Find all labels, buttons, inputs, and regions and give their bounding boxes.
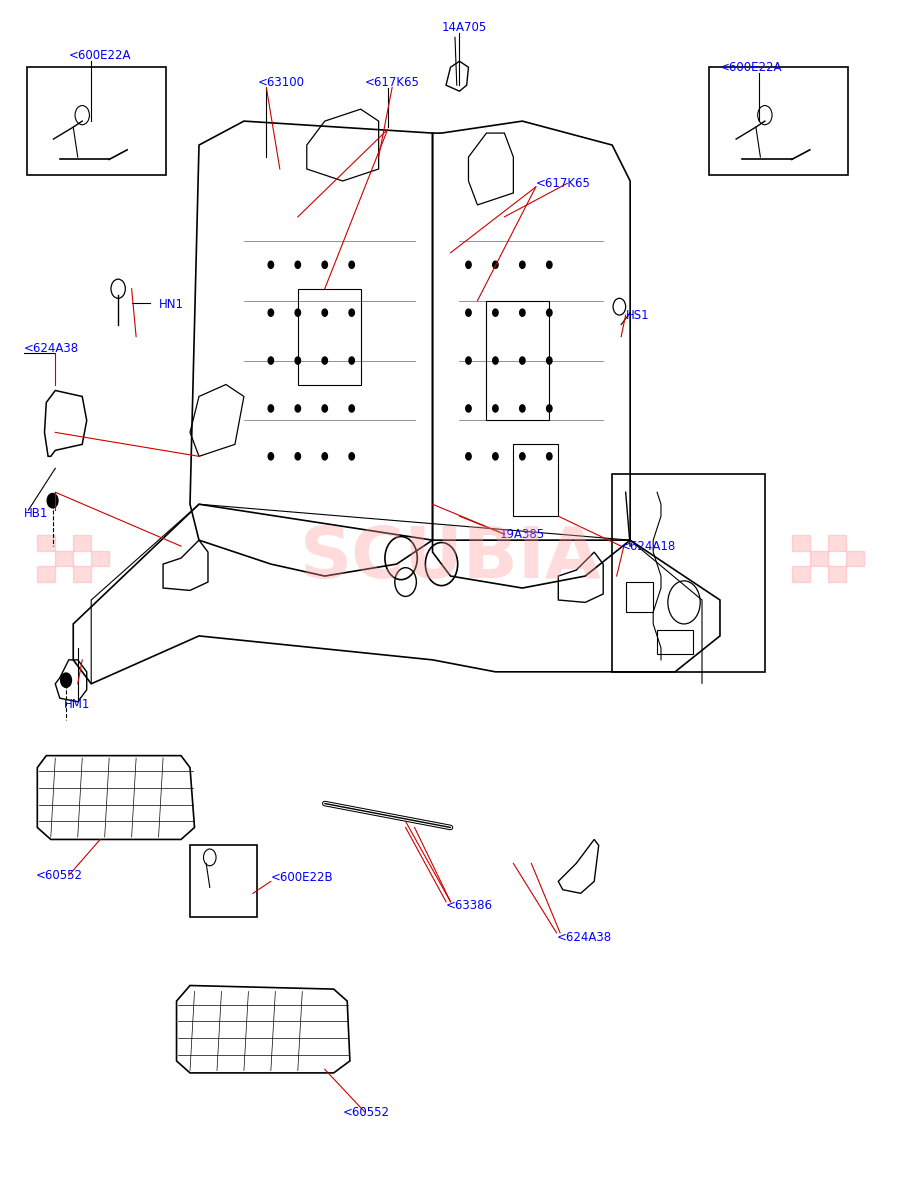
Circle shape	[47, 493, 58, 508]
Text: SCUBIA: SCUBIA	[300, 523, 601, 593]
Circle shape	[322, 452, 327, 460]
Circle shape	[547, 356, 552, 364]
Bar	[73, 566, 91, 582]
Bar	[828, 535, 846, 551]
Circle shape	[268, 404, 274, 412]
Circle shape	[268, 262, 274, 269]
Circle shape	[547, 310, 552, 317]
Bar	[810, 551, 828, 566]
Text: <624A18: <624A18	[621, 540, 677, 553]
Circle shape	[349, 404, 354, 412]
Bar	[828, 566, 846, 582]
Circle shape	[520, 452, 525, 460]
Bar	[55, 551, 73, 566]
Text: <624A38: <624A38	[23, 342, 79, 355]
Text: <617K65: <617K65	[536, 176, 591, 190]
Bar	[91, 551, 109, 566]
Circle shape	[520, 310, 525, 317]
Circle shape	[296, 356, 301, 364]
Circle shape	[296, 452, 301, 460]
Circle shape	[466, 310, 471, 317]
Text: <624A38: <624A38	[557, 931, 612, 944]
Circle shape	[520, 404, 525, 412]
Circle shape	[268, 356, 274, 364]
Circle shape	[322, 404, 327, 412]
Bar	[37, 535, 55, 551]
Text: <60552: <60552	[35, 869, 83, 882]
Text: <600E22A: <600E22A	[720, 61, 782, 73]
Text: HS1: HS1	[625, 308, 650, 322]
Text: 14A705: 14A705	[441, 22, 487, 35]
Circle shape	[60, 673, 71, 688]
Circle shape	[349, 262, 354, 269]
Bar	[709, 67, 849, 175]
Circle shape	[520, 262, 525, 269]
Circle shape	[493, 262, 498, 269]
Circle shape	[296, 404, 301, 412]
Bar	[514, 444, 559, 516]
Text: HN1: HN1	[159, 298, 184, 311]
Bar	[487, 301, 550, 420]
Circle shape	[322, 356, 327, 364]
Circle shape	[466, 262, 471, 269]
Circle shape	[349, 452, 354, 460]
Bar	[625, 582, 652, 612]
Circle shape	[493, 452, 498, 460]
Bar	[612, 474, 765, 672]
Bar	[657, 630, 693, 654]
Bar	[190, 846, 258, 917]
Bar	[26, 67, 166, 175]
Circle shape	[547, 452, 552, 460]
Bar	[73, 535, 91, 551]
Text: <63100: <63100	[258, 77, 305, 89]
Circle shape	[493, 356, 498, 364]
Circle shape	[349, 356, 354, 364]
Circle shape	[466, 356, 471, 364]
Circle shape	[547, 404, 552, 412]
Text: HM1: HM1	[64, 697, 91, 710]
Bar	[792, 535, 810, 551]
Text: <617K65: <617K65	[365, 77, 420, 89]
Text: HB1: HB1	[23, 508, 49, 521]
Bar	[792, 566, 810, 582]
Circle shape	[493, 310, 498, 317]
Circle shape	[296, 262, 301, 269]
Circle shape	[322, 262, 327, 269]
Text: <600E22B: <600E22B	[271, 871, 333, 884]
Circle shape	[268, 452, 274, 460]
Circle shape	[466, 404, 471, 412]
Circle shape	[547, 262, 552, 269]
Circle shape	[268, 310, 274, 317]
Text: 19A385: 19A385	[500, 528, 545, 541]
Bar	[298, 289, 360, 384]
Circle shape	[296, 310, 301, 317]
Circle shape	[466, 452, 471, 460]
Text: <600E22A: <600E22A	[68, 49, 132, 61]
Circle shape	[322, 310, 327, 317]
Bar	[846, 551, 864, 566]
Circle shape	[349, 310, 354, 317]
Text: <60552: <60552	[342, 1106, 390, 1118]
Bar	[37, 566, 55, 582]
Text: <63386: <63386	[446, 899, 493, 912]
Circle shape	[493, 404, 498, 412]
Circle shape	[520, 356, 525, 364]
